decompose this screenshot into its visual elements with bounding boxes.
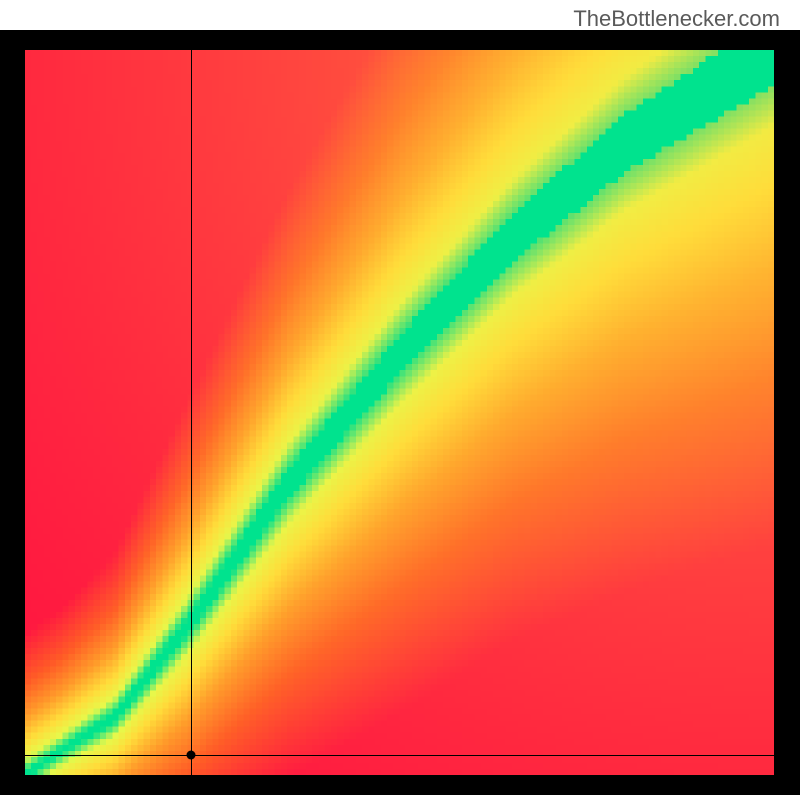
watermark-text: TheBottlenecker.com (573, 6, 780, 32)
bottleneck-heatmap (25, 50, 774, 775)
crosshair-vertical (191, 50, 192, 775)
crosshair-marker (187, 750, 196, 759)
heatmap-canvas (25, 50, 774, 775)
crosshair-horizontal (25, 755, 774, 756)
chart-frame (0, 30, 800, 795)
